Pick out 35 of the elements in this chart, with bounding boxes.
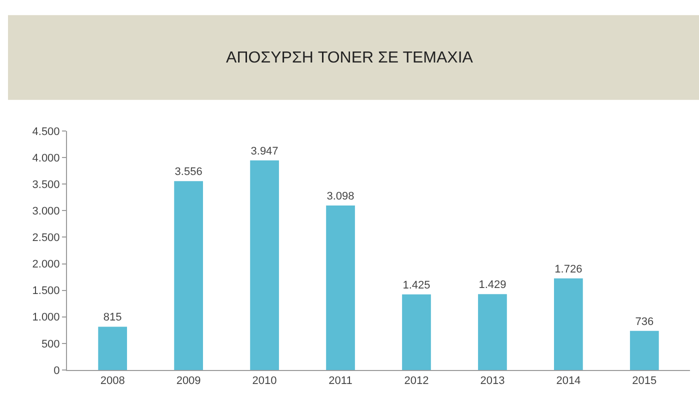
x-tick-label: 2013 (480, 375, 505, 388)
bar (554, 278, 583, 370)
data-label: 815 (103, 312, 122, 324)
y-tick-label: 3.000 (32, 206, 60, 218)
x-tick-label: 2012 (404, 375, 429, 388)
y-tick-label: 0 (54, 364, 60, 377)
y-tick-label: 500 (41, 338, 60, 350)
y-tick-label: 2.500 (32, 232, 60, 244)
bar (98, 326, 128, 370)
data-label: 1.726 (554, 263, 582, 276)
bar (250, 160, 279, 370)
data-label: 1.425 (402, 279, 430, 292)
y-tick-label: 1.500 (32, 285, 60, 298)
bar (630, 330, 659, 370)
data-label: 3.098 (326, 190, 354, 202)
x-tick-label: 2014 (556, 375, 581, 388)
x-tick-label: 2011 (328, 375, 352, 388)
bar (478, 294, 507, 370)
y-tick-label: 2.000 (32, 258, 60, 271)
x-tick-label: 2009 (176, 375, 201, 388)
chart-title: ΑΠΟΣΥΡΣΗ TONER ΣΕ ΤΕΜΑΧΙΑ (226, 50, 474, 67)
y-tick-label: 3.500 (32, 178, 60, 191)
y-tick-label: 4.000 (32, 152, 60, 164)
data-label: 1.429 (478, 279, 506, 292)
bar (402, 294, 431, 370)
y-tick-label: 4.500 (32, 126, 60, 138)
data-label: 3.947 (250, 145, 278, 158)
bar (174, 181, 203, 370)
x-tick-label: 2008 (100, 375, 125, 388)
x-tick-label: 2010 (252, 375, 277, 388)
data-label: 736 (635, 316, 654, 328)
data-label: 3.556 (174, 166, 202, 178)
bar (326, 205, 355, 370)
x-tick-label: 2015 (632, 375, 657, 388)
y-tick-label: 1.000 (32, 312, 60, 324)
